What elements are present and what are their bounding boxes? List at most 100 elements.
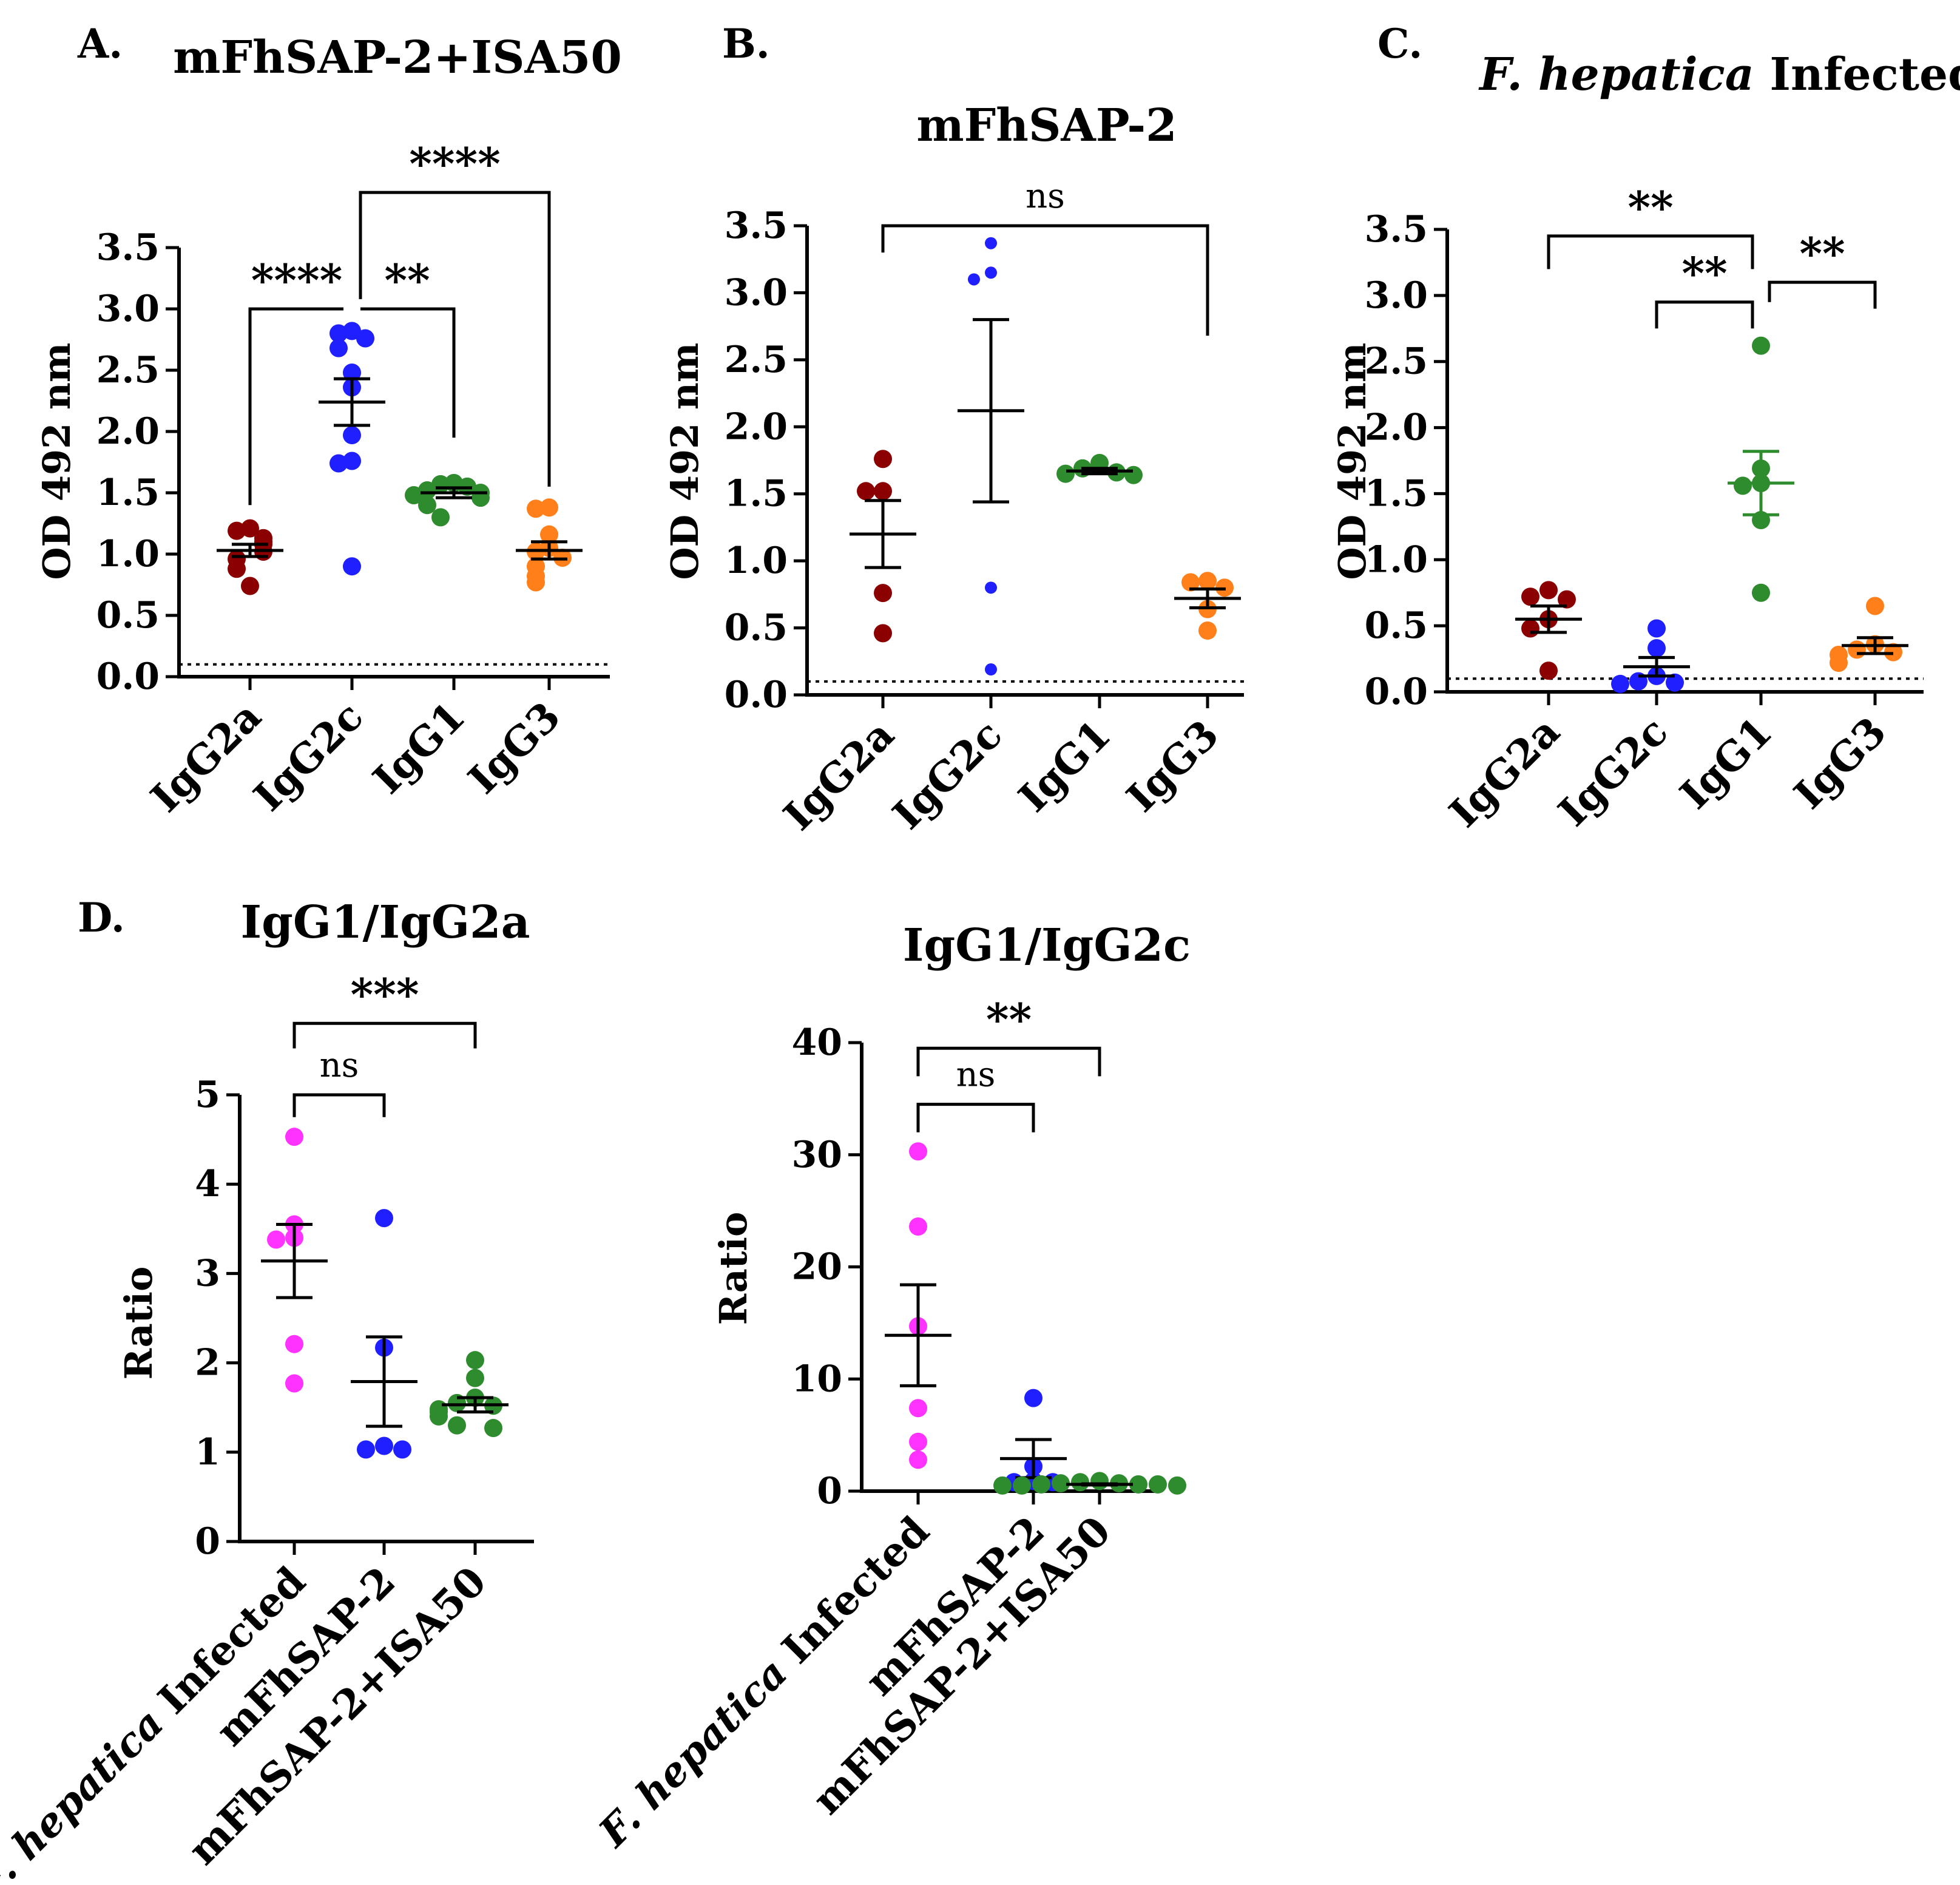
data-point — [430, 1407, 448, 1426]
x-tick-label: IgG1 — [1009, 711, 1120, 821]
data-point — [1024, 1389, 1043, 1407]
x-tick-label: IgG2c — [884, 711, 1011, 838]
data-point — [1866, 597, 1884, 615]
series-igg2c — [958, 237, 1024, 676]
data-point — [228, 521, 246, 540]
series-igg3 — [516, 498, 583, 592]
data-point — [985, 663, 997, 676]
x-tick-label: IgG2a — [1440, 708, 1569, 836]
data-point — [909, 1450, 927, 1469]
data-point — [1168, 1476, 1186, 1495]
y-tick-label: 1 — [195, 1431, 220, 1474]
data-point — [1032, 1475, 1050, 1494]
significance-label: ** — [1627, 181, 1673, 233]
data-point — [1013, 1476, 1031, 1495]
significance-label: ** — [384, 254, 430, 306]
chart-title-italic: F. hepatica — [1478, 49, 1754, 101]
significance-label: ** — [1799, 228, 1845, 279]
y-tick-label: 0.5 — [96, 594, 160, 637]
data-point — [329, 324, 348, 343]
y-tick-label: 3.5 — [1365, 208, 1428, 251]
data-point — [267, 1230, 285, 1249]
data-point — [1647, 619, 1666, 638]
y-tick-label: 0.0 — [96, 655, 160, 698]
y-tick-label: 3.5 — [96, 226, 160, 269]
series-igg2c — [1611, 619, 1690, 693]
series-igg2c — [319, 322, 385, 576]
data-point — [343, 557, 361, 576]
series-igg1 — [405, 473, 490, 527]
x-tick-label: mFhSAP-2+ISA50 — [803, 1507, 1120, 1824]
series-igg3 — [1830, 597, 1908, 672]
series-f-hepatica-infected — [261, 1128, 328, 1393]
x-tick-label: IgG3 — [459, 692, 569, 803]
y-axis-label: Ratio — [711, 1212, 755, 1325]
significance-label: ns — [956, 1055, 996, 1095]
data-point — [357, 1440, 375, 1459]
data-point — [857, 482, 875, 501]
significance-bracket — [292, 1093, 386, 1117]
significance-bracket — [359, 191, 551, 487]
y-tick-label: 30 — [792, 1134, 843, 1176]
significance-bracket — [292, 1021, 477, 1049]
data-point — [968, 273, 980, 286]
data-point — [1198, 572, 1217, 591]
panel-label: C. — [1377, 20, 1422, 67]
data-point — [1752, 336, 1770, 355]
data-point — [527, 573, 545, 592]
significance-bracket — [1655, 300, 1754, 329]
y-tick-label: 1.0 — [96, 533, 160, 575]
significance-bracket — [881, 224, 1209, 336]
y-tick-label: 0.5 — [1365, 604, 1428, 647]
panel-label: D. — [78, 894, 125, 941]
y-tick-label: 0.5 — [725, 607, 788, 649]
data-point — [1124, 465, 1143, 484]
data-point — [329, 454, 348, 473]
data-point — [540, 525, 558, 544]
y-tick-label: 0.0 — [725, 674, 788, 716]
data-point — [1521, 619, 1539, 638]
data-point — [228, 560, 246, 578]
significance-bracket — [248, 307, 343, 506]
panel-b: B. mFhSAP-2 OD 492 nm 0.0 0.5 1.0 1.5 2.0 2.5 3.0… — [663, 20, 1244, 839]
x-tick-label: IgG3 — [1117, 711, 1228, 821]
series-igg2a — [1515, 581, 1582, 680]
y-tick-label: 4 — [195, 1163, 220, 1205]
y-tick-label: 1.0 — [1365, 538, 1428, 581]
data-point — [1181, 573, 1200, 592]
chart-title-rest: Infected — [1754, 49, 1960, 101]
y-tick-label: 10 — [792, 1358, 843, 1400]
data-point — [418, 496, 436, 515]
data-point — [1539, 581, 1558, 600]
data-point — [1149, 1475, 1167, 1494]
data-point — [909, 1399, 927, 1418]
y-tick-label: 2.0 — [96, 410, 160, 453]
x-tick-label-italic: F. hepatica — [0, 1699, 172, 1885]
data-point — [1521, 587, 1539, 606]
data-point — [909, 1217, 927, 1236]
y-tick-label: 3.0 — [725, 271, 788, 314]
chart-title: mFhSAP-2+ISA50 — [173, 32, 622, 84]
data-point — [466, 1369, 484, 1387]
data-point — [1198, 621, 1217, 640]
data-point — [329, 339, 348, 357]
y-axis-label: Ratio — [117, 1267, 161, 1380]
panel-label: B. — [722, 20, 770, 67]
significance-bracket — [916, 1103, 1035, 1132]
data-point — [874, 584, 892, 603]
y-tick-label: 2.0 — [1365, 407, 1428, 449]
data-point — [1830, 654, 1848, 672]
panel-a: A. mFhSAP-2+ISA50 OD 492 nm 0.0 0.5 1.0 1.5 2.0… — [35, 20, 622, 821]
y-tick-label: 0 — [195, 1520, 220, 1563]
data-point — [343, 426, 361, 445]
series-igg1 — [1056, 453, 1143, 484]
data-point — [1071, 1473, 1089, 1492]
data-point — [375, 1437, 393, 1455]
data-point — [985, 581, 997, 594]
series-f-hepatica-infected — [885, 1142, 951, 1469]
significance-bracket — [1768, 280, 1877, 309]
panel-c: C. F. hepatica Infected OD 492 nm 0.0 0.5 1.0… — [1330, 20, 1960, 836]
data-point — [431, 508, 450, 527]
data-point — [909, 1142, 927, 1161]
